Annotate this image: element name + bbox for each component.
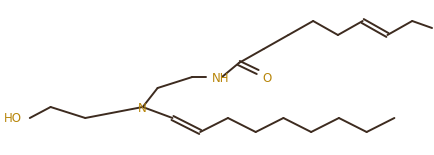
- Text: HO: HO: [4, 111, 22, 124]
- Text: O: O: [262, 71, 271, 84]
- Text: N: N: [138, 102, 147, 115]
- Text: NH: NH: [212, 71, 229, 84]
